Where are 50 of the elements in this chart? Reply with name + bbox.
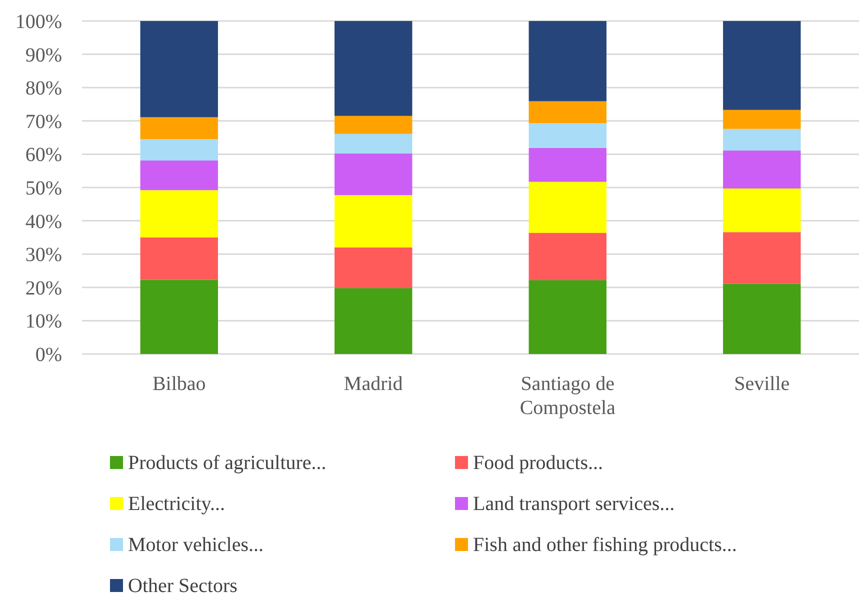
bar xyxy=(140,139,218,161)
x-tick-label: Santiago de Compostela xyxy=(520,373,616,419)
legend-label: Motor vehicles... xyxy=(128,534,264,556)
bar xyxy=(723,150,801,188)
bar xyxy=(528,280,606,354)
x-tick-label: Bilbao xyxy=(152,373,206,395)
bar xyxy=(140,280,218,354)
bar xyxy=(140,237,218,280)
bar xyxy=(334,116,412,134)
bar xyxy=(528,123,606,148)
x-tick-label: Madrid xyxy=(344,373,403,395)
legend-label: Food products... xyxy=(473,452,603,474)
bar xyxy=(723,110,801,129)
bar xyxy=(140,160,218,190)
bar xyxy=(334,247,412,288)
bar xyxy=(528,101,606,124)
y-tick-label: 60% xyxy=(25,144,62,166)
y-tick-label: 70% xyxy=(25,110,62,133)
bar xyxy=(528,182,606,233)
bar xyxy=(334,195,412,248)
y-tick-label: 90% xyxy=(25,44,62,66)
legend-label: Other Sectors xyxy=(128,575,238,597)
bar xyxy=(334,154,412,196)
bar xyxy=(140,117,218,140)
y-tick-label: 100% xyxy=(15,11,62,33)
x-tick-label: Seville xyxy=(734,373,790,395)
bar xyxy=(334,134,412,154)
bar xyxy=(334,21,412,116)
bar xyxy=(528,232,606,280)
bar xyxy=(334,288,412,354)
legend-label: Electricity... xyxy=(128,493,225,515)
legend-label: Fish and other fishing products... xyxy=(473,534,737,556)
y-tick-label: 0% xyxy=(35,344,62,366)
y-tick-label: 20% xyxy=(25,277,62,300)
bar xyxy=(723,128,801,151)
bar xyxy=(723,21,801,110)
y-tick-label: 30% xyxy=(25,244,62,266)
bar xyxy=(723,188,801,232)
bar xyxy=(140,21,218,118)
y-tick-label: 50% xyxy=(25,178,62,200)
legend-label: Land transport services... xyxy=(473,493,675,515)
y-tick-label: 40% xyxy=(25,210,62,233)
y-tick-label: 80% xyxy=(25,78,62,100)
bar xyxy=(723,232,801,284)
bar xyxy=(723,284,801,354)
y-tick-label: 10% xyxy=(25,310,62,333)
bar xyxy=(528,148,606,182)
legend-label: Products of agriculture... xyxy=(128,452,326,474)
bar xyxy=(528,21,606,102)
bar xyxy=(140,190,218,238)
